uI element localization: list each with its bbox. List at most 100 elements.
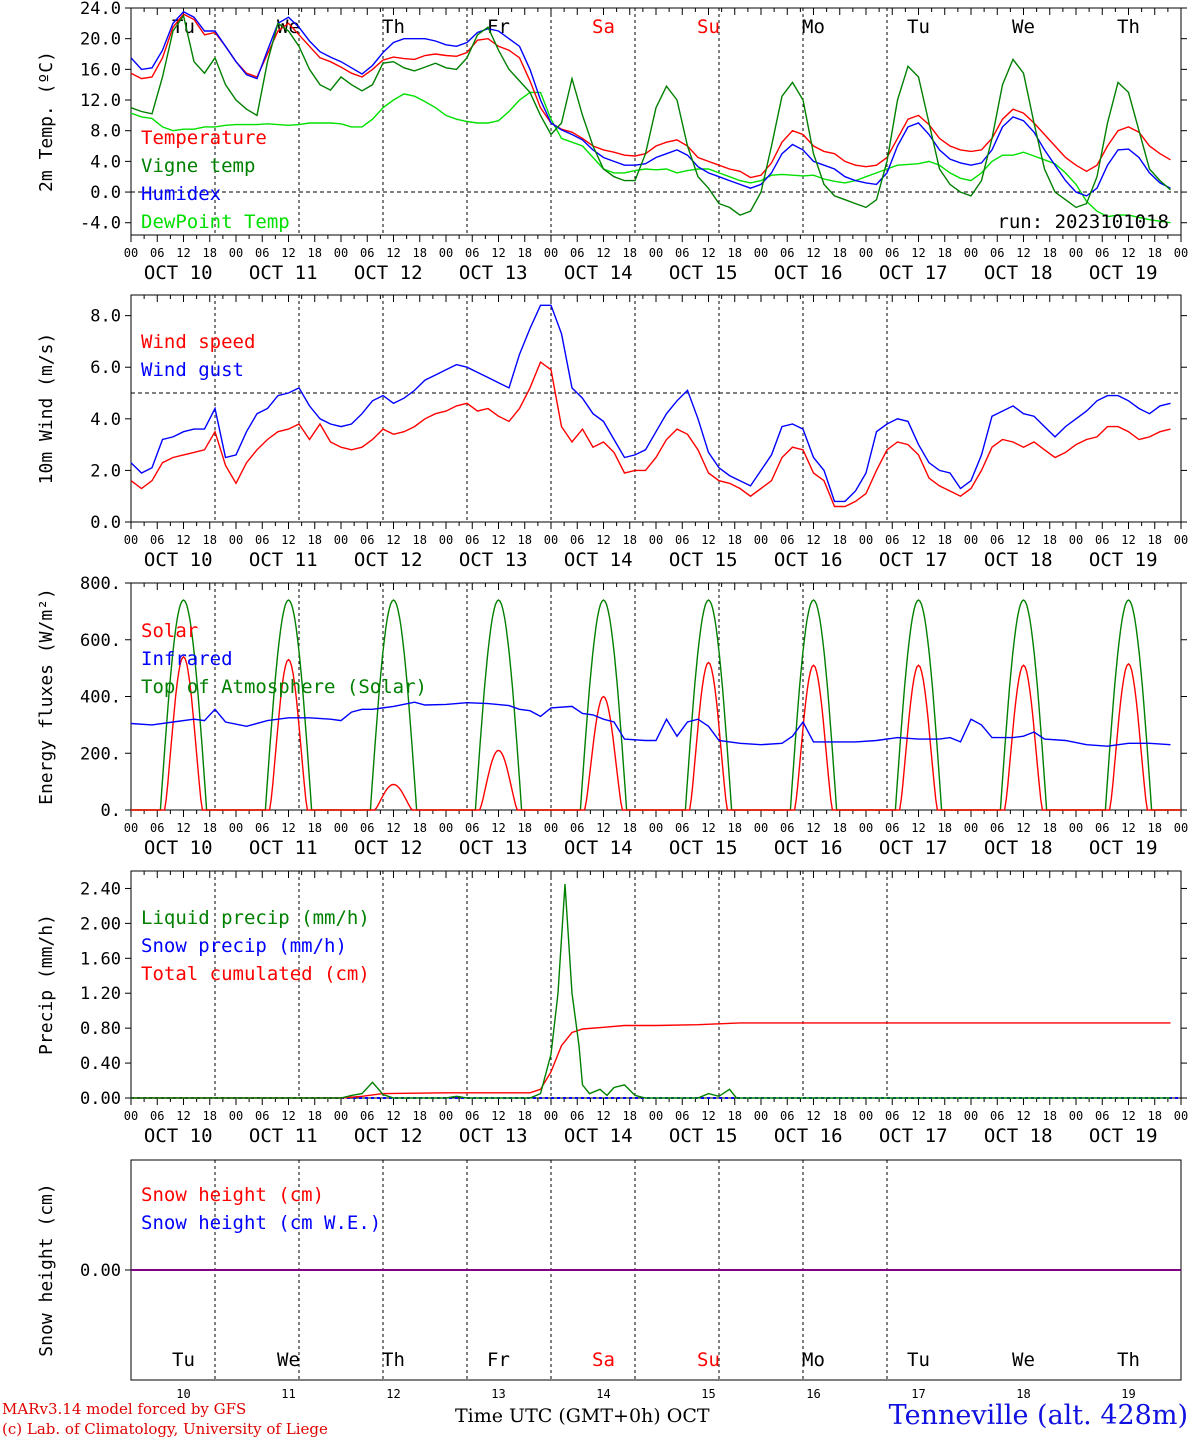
weekday-label: Sa	[592, 16, 615, 38]
day-number-label: 18	[1016, 1387, 1030, 1401]
hour-tick-label: 12	[806, 246, 820, 260]
hour-tick-label: 12	[1121, 1109, 1135, 1123]
weekday-label: Mo	[802, 16, 825, 38]
hour-tick-label: 18	[413, 1109, 427, 1123]
hour-tick-label: 06	[360, 821, 374, 835]
weekday-label: Fr	[487, 1349, 510, 1371]
weekday-label: Th	[382, 1349, 405, 1371]
day-number-label: 11	[281, 1387, 295, 1401]
hour-tick-label: 12	[386, 1109, 400, 1123]
date-label: OCT 12	[354, 1125, 423, 1147]
hour-tick-label: 06	[885, 533, 899, 547]
y-tick-label: 4.0	[90, 410, 121, 430]
weekday-label: We	[277, 1349, 300, 1371]
hour-tick-label: 06	[780, 246, 794, 260]
hour-tick-label: 12	[911, 821, 925, 835]
hour-tick-label: 00	[1174, 821, 1188, 835]
time-axis-text: Time UTC (GMT+0h)	[455, 1405, 661, 1427]
y-tick-label: 0.	[101, 801, 121, 821]
legend-solar: Solar	[141, 620, 198, 642]
hour-tick-label: 12	[701, 533, 715, 547]
series-top-of-atmosphere	[131, 599, 1181, 811]
y-tick-label: 24.0	[80, 0, 121, 19]
hour-tick-label: 12	[701, 821, 715, 835]
day-number-label: 14	[596, 1387, 610, 1401]
date-label: OCT 11	[249, 549, 318, 571]
weekday-label: Su	[697, 16, 720, 38]
hour-tick-label: 00	[439, 1109, 453, 1123]
y-tick-label: 0.0	[90, 183, 121, 203]
hour-tick-label: 00	[124, 821, 138, 835]
hour-tick-label: 12	[491, 533, 505, 547]
y-tick-label: 2.0	[90, 461, 121, 481]
hour-tick-label: 12	[491, 246, 505, 260]
hour-tick-label: 06	[885, 246, 899, 260]
weekday-label: Fr	[487, 16, 510, 38]
hour-tick-label: 12	[1016, 246, 1030, 260]
hour-tick-label: 18	[203, 1109, 217, 1123]
hour-tick-label: 06	[885, 1109, 899, 1123]
hour-tick-label: 12	[911, 533, 925, 547]
hour-tick-label: 00	[229, 246, 243, 260]
hour-tick-label: 18	[1148, 246, 1162, 260]
legend-wind-speed: Wind speed	[141, 331, 255, 353]
hour-tick-label: 18	[413, 246, 427, 260]
hour-tick-label: 18	[1043, 246, 1057, 260]
date-label: OCT 17	[879, 549, 948, 571]
hour-tick-label: 18	[833, 246, 847, 260]
date-label: OCT 13	[459, 1125, 528, 1147]
legend-top-of-atmosphere-solar: Top of Atmosphere (Solar)	[141, 676, 427, 698]
y-tick-label: 0.40	[80, 1054, 121, 1074]
hour-tick-label: 12	[176, 1109, 190, 1123]
weekday-label: Tu	[907, 1349, 930, 1371]
series-solar	[131, 655, 1181, 811]
hour-tick-label: 00	[229, 821, 243, 835]
date-label: OCT 18	[984, 262, 1053, 284]
hour-tick-label: 12	[281, 1109, 295, 1123]
y-axis-label: Energy fluxes (W/m²)	[36, 588, 57, 805]
hour-tick-label: 18	[203, 821, 217, 835]
hour-tick-label: 12	[911, 1109, 925, 1123]
date-label: OCT 16	[774, 1125, 843, 1147]
hour-tick-label: 00	[334, 533, 348, 547]
date-label: OCT 10	[144, 549, 213, 571]
y-axis-label: Precip (mm/h)	[36, 914, 57, 1055]
weekday-label: Tu	[907, 16, 930, 38]
hour-tick-label: 06	[150, 533, 164, 547]
hour-tick-label: 12	[176, 246, 190, 260]
day-number-label: 12	[386, 1387, 400, 1401]
series-liquid-precip	[131, 884, 1171, 1099]
hour-tick-label: 00	[754, 1109, 768, 1123]
hour-tick-label: 06	[1095, 533, 1109, 547]
y-tick-label: 400.	[80, 688, 121, 708]
hour-tick-label: 00	[439, 246, 453, 260]
hour-tick-label: 18	[728, 246, 742, 260]
hour-tick-label: 06	[570, 821, 584, 835]
hour-tick-label: 00	[229, 533, 243, 547]
hour-tick-label: 12	[806, 821, 820, 835]
hour-tick-label: 18	[203, 533, 217, 547]
day-number-label: 15	[701, 1387, 715, 1401]
legend-temperature: Temperature	[141, 127, 267, 149]
hour-tick-label: 18	[308, 533, 322, 547]
hour-tick-label: 12	[386, 821, 400, 835]
hour-tick-label: 12	[491, 1109, 505, 1123]
legend-humidex: Humidex	[141, 183, 221, 205]
y-tick-label: 16.0	[80, 60, 121, 80]
y-axis-label: Snow height (cm)	[36, 1183, 57, 1356]
y-axis-label: 2m Temp. (ºC)	[36, 51, 57, 192]
hour-tick-label: 12	[1016, 1109, 1030, 1123]
y-tick-label: 0.00	[80, 1261, 121, 1281]
hour-tick-label: 00	[964, 1109, 978, 1123]
hour-tick-label: 00	[124, 533, 138, 547]
date-label: OCT 12	[354, 549, 423, 571]
date-label: OCT 11	[249, 262, 318, 284]
hour-tick-label: 06	[255, 1109, 269, 1123]
legend-snow-precip-mm-h: Snow precip (mm/h)	[141, 935, 347, 957]
hour-tick-label: 06	[990, 533, 1004, 547]
hour-tick-label: 00	[1069, 821, 1083, 835]
date-label: OCT 15	[669, 837, 738, 859]
y-tick-label: 0.80	[80, 1019, 121, 1039]
y-tick-label: 6.0	[90, 358, 121, 378]
hour-tick-label: 06	[675, 246, 689, 260]
